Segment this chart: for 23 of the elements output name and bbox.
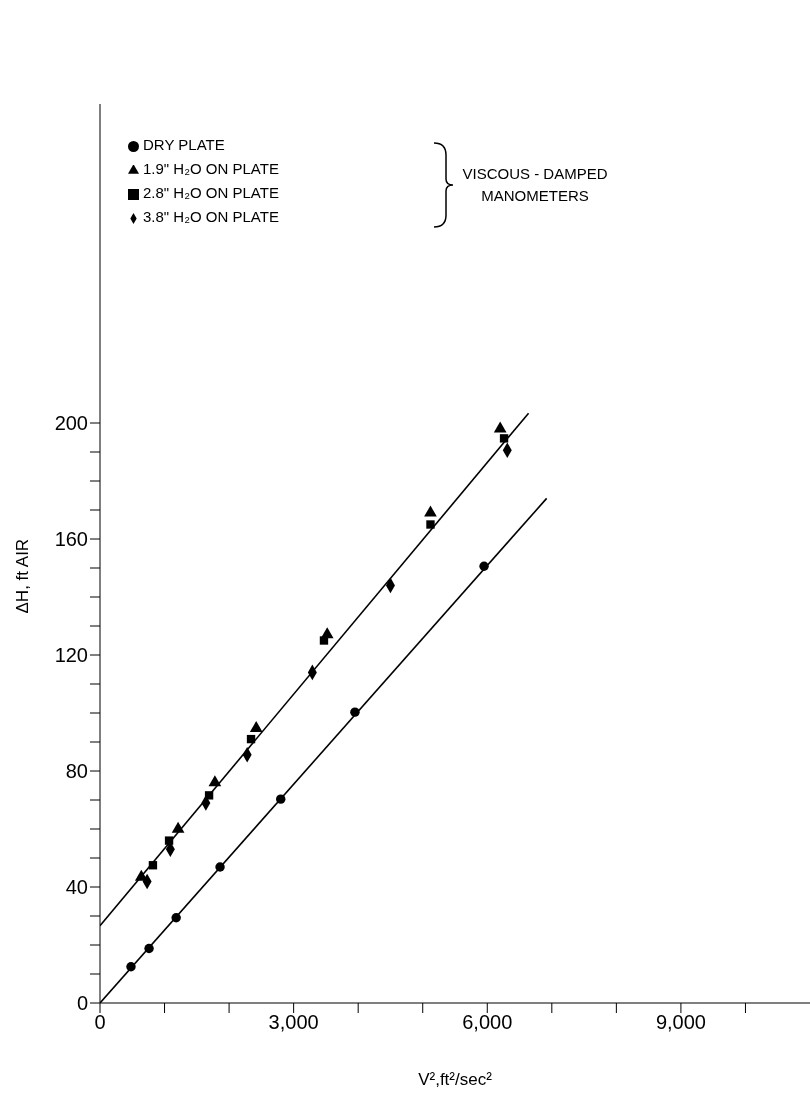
y-tick-label: 40 (65, 876, 88, 899)
legend-label: 1.9" H₂O ON PLATE (143, 160, 279, 177)
y-tick-label: 200 (54, 412, 88, 435)
y-tick-label: 160 (54, 528, 88, 551)
point (319, 636, 329, 645)
point (424, 505, 437, 517)
y-tick-label: 80 (65, 760, 88, 783)
annotation: VISCOUS - DAMPED MANOMETERS (461, 164, 609, 206)
x-tick-label: 6,000 (462, 1011, 513, 1034)
legend-label: 3.8" H₂O ON PLATE (143, 208, 279, 225)
point (493, 421, 507, 433)
legend-label: DRY PLATE (143, 136, 225, 153)
x-tick-label: 3,000 (268, 1011, 319, 1034)
point (171, 821, 185, 833)
point (249, 721, 263, 733)
legend-label: 2.8" H₂O ON PLATE (143, 184, 279, 201)
y-tick-label: 0 (76, 992, 88, 1015)
point (426, 520, 435, 529)
x-axis-title: V²,ft²/sec² (418, 1070, 493, 1089)
x-tick-label: 0 (94, 1011, 106, 1034)
x-tick-label: 9,000 (655, 1011, 706, 1034)
y-tick-label: 120 (54, 644, 88, 667)
y-axis-title: ΔH, ft AIR (13, 538, 33, 614)
